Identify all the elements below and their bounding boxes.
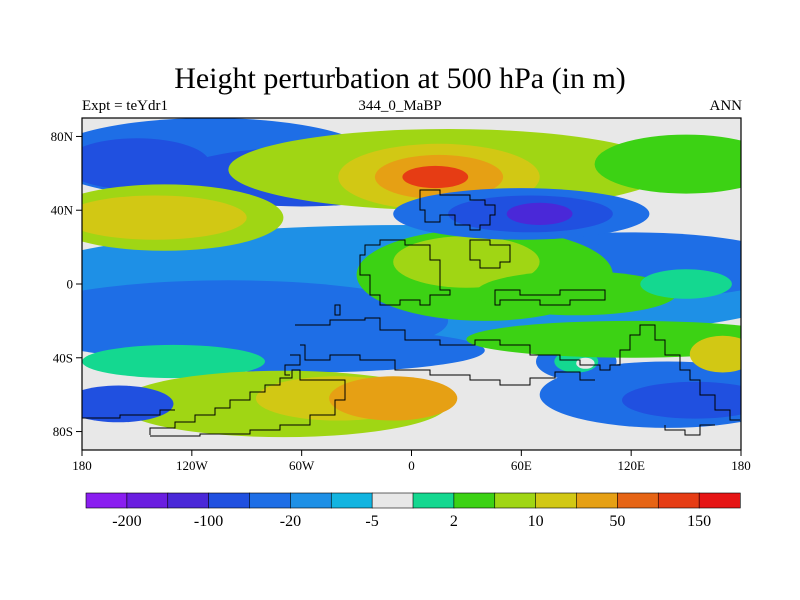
colorbar-swatch: [698, 492, 741, 509]
colorbar-swatch: [167, 492, 210, 509]
contour-region: [506, 202, 573, 225]
colorbar-swatch: [330, 492, 373, 509]
contour-region: [82, 195, 247, 240]
colorbar-label: -20: [280, 513, 301, 530]
coastline-north-landmass: [419, 189, 496, 231]
y-tick-label: 80S: [53, 424, 73, 439]
colorbar-swatch: [535, 492, 578, 509]
coastline-south-pole-west: [82, 409, 175, 419]
axes: 180 120W 60W 0 60E 120E 180 80N 40N 0 40S 80S: [51, 129, 751, 473]
y-tick-label: 80N: [51, 129, 74, 144]
y-tick-label: 40S: [53, 350, 73, 365]
contour-region: [82, 344, 265, 379]
contour-region: [402, 165, 469, 189]
colorbar-swatch: [371, 492, 414, 509]
colorbar-label: 10: [528, 513, 544, 530]
paleo-coastlines: [82, 189, 740, 437]
x-tick-label: 180: [72, 458, 92, 473]
coastline-east-margin: [664, 424, 715, 436]
coastline-small-island: [334, 304, 341, 316]
y-tick-label: 0: [67, 277, 74, 292]
experiment-label: Expt = teYdr1: [82, 98, 168, 114]
contour-region: [475, 271, 677, 316]
season-label: ANN: [709, 98, 743, 114]
colorbar-label: 50: [609, 513, 625, 530]
colorbar-swatch: [249, 492, 291, 509]
period-label: 344_0_MaBP: [358, 98, 442, 114]
coastline-antarctic-peninsula: [149, 369, 346, 437]
colorbar-swatch: [412, 492, 455, 509]
x-tick-label: 120E: [617, 458, 645, 473]
colorbar: -200 -100 -20 -5 2 10 50 150: [85, 492, 741, 530]
colorbar-swatch: [85, 492, 128, 509]
coastline-tethys-strip: [494, 289, 606, 306]
contour-region: [576, 357, 595, 369]
colorbar-swatch: [290, 492, 332, 509]
colorbar-swatch: [657, 492, 700, 509]
colorbar-label: 150: [687, 513, 711, 530]
colorbar-swatch: [453, 492, 496, 509]
colorbar-swatch: [208, 492, 251, 509]
x-tick-label: 180: [731, 458, 751, 473]
coastline-south-lower: [300, 344, 595, 386]
contour-region: [329, 376, 458, 421]
x-tick-label: 60W: [289, 458, 315, 473]
colorbar-swatch: [494, 492, 537, 509]
height-field: [82, 118, 741, 438]
contour-region: [689, 335, 741, 373]
chart-title: Height perturbation at 500 hPa (in m): [174, 62, 626, 95]
contour-region: [82, 385, 174, 423]
x-tick-label: 120W: [176, 458, 209, 473]
colorbar-label: 2: [450, 513, 458, 530]
contour-region: [640, 269, 732, 299]
coastline-asia-block: [469, 239, 511, 269]
colorbar-swatch: [617, 492, 659, 509]
colorbar-label: -100: [194, 513, 223, 530]
contour-region: [466, 320, 741, 358]
contour-region: [594, 134, 741, 194]
coastline-south-american: [284, 354, 301, 376]
x-tick-label: 60E: [511, 458, 532, 473]
coastline-africa-europe: [359, 239, 451, 306]
coastline-south-continent: [295, 317, 740, 421]
colorbar-swatch: [126, 492, 169, 509]
x-tick-label: 0: [408, 458, 415, 473]
contour-region: [622, 381, 741, 419]
colorbar-label: -200: [112, 513, 141, 530]
colorbar-label: -5: [365, 513, 378, 530]
y-tick-label: 40N: [51, 203, 74, 218]
colorbar-swatch: [576, 492, 618, 509]
